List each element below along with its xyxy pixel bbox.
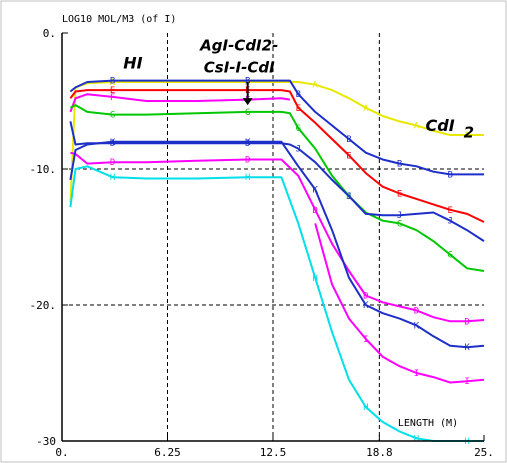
- series-marker-K: K: [464, 343, 470, 353]
- series-marker-F: F: [110, 93, 115, 103]
- series-marker-B: B: [448, 170, 453, 180]
- series-marker-D: D: [363, 291, 368, 301]
- series-marker-E: E: [346, 151, 351, 161]
- x-tick-label: 12.5: [260, 446, 287, 459]
- annotation-label: CsI-I-CdI: [204, 58, 275, 76]
- series-line-B: [69, 79, 484, 176]
- series-line-H: [69, 165, 484, 442]
- series-line-F: [69, 93, 291, 113]
- series-marker-D: D: [110, 158, 115, 168]
- y-tick-label: -10.: [30, 163, 57, 176]
- series-marker-K: K: [312, 185, 318, 195]
- series-marker-J: J: [448, 217, 453, 227]
- series-marker-D: D: [464, 317, 469, 327]
- series-marker-J: J: [296, 145, 301, 155]
- x-axis-title: LENGTH (M): [398, 418, 458, 429]
- annotation-label: HI: [123, 53, 142, 72]
- annotation-arrow-head: [242, 98, 253, 106]
- series-line-J: [69, 121, 485, 242]
- series-marker-A: A: [110, 78, 116, 88]
- series-marker-G: G: [397, 219, 402, 229]
- series-marker-E: E: [397, 189, 402, 199]
- series-line-G: [69, 104, 485, 272]
- series-lines: AAAAAABBBBBBEEEEEEFFGGGGGGJJJJJJDDDDDDHH…: [69, 77, 485, 447]
- series-marker-J: J: [110, 139, 115, 149]
- series-marker-A: A: [414, 121, 420, 131]
- series-marker-A: A: [363, 104, 369, 114]
- series-marker-H: H: [363, 403, 368, 413]
- grid: [62, 33, 484, 441]
- series-marker-D: D: [414, 306, 419, 316]
- series-marker-K: K: [414, 321, 420, 331]
- series-marker-B: B: [346, 135, 351, 145]
- series-marker-B: B: [397, 160, 402, 170]
- series-marker-K: K: [363, 301, 369, 311]
- annotation-label: CdI: [426, 116, 455, 135]
- series-marker-J: J: [397, 211, 402, 221]
- series-marker-H: H: [110, 173, 115, 183]
- series-marker-G: G: [245, 108, 250, 118]
- series-marker-I: I: [464, 377, 469, 387]
- series-marker-J: J: [245, 139, 250, 149]
- series-marker-H: H: [414, 434, 419, 444]
- series-marker-K: K: [110, 138, 116, 148]
- series-marker-A: A: [464, 131, 470, 141]
- series-marker-K: K: [245, 138, 251, 148]
- series-marker-H: H: [245, 173, 250, 183]
- x-tick-label: 0.: [55, 446, 68, 459]
- series-marker-H: H: [464, 437, 469, 447]
- annotation-label: AgI-CdI2-: [199, 37, 278, 55]
- x-tick-label: 25.: [474, 446, 494, 459]
- series-marker-I: I: [363, 335, 368, 345]
- x-tick-label: 18.8: [366, 446, 393, 459]
- series-marker-E: E: [448, 206, 453, 216]
- series-marker-G: G: [110, 111, 115, 121]
- series-marker-B: B: [296, 90, 301, 100]
- series-marker-G: G: [296, 124, 301, 134]
- series-line-E: [69, 89, 485, 223]
- annotation-label: 2: [464, 124, 474, 142]
- series-marker-E: E: [296, 104, 301, 114]
- series-marker-I: I: [414, 369, 419, 379]
- series-marker-E: E: [110, 86, 115, 96]
- x-tick-label: 6.25: [154, 446, 181, 459]
- series-line-K: [69, 140, 485, 349]
- series-line-D: [70, 151, 485, 323]
- series-marker-B: B: [110, 77, 115, 87]
- y-tick-label: -20.: [30, 299, 57, 312]
- series-line-I: [314, 223, 485, 384]
- series-marker-D: D: [245, 155, 250, 165]
- series-marker-A: A: [312, 81, 318, 91]
- series-marker-B: B: [245, 77, 250, 87]
- series-marker-D: D: [312, 206, 317, 216]
- y-tick-label: -30: [36, 435, 56, 448]
- series-marker-H: H: [312, 274, 317, 284]
- series-marker-G: G: [448, 251, 453, 261]
- series-marker-J: J: [346, 192, 351, 202]
- axes: 0. 6.25 12.5 18.8 25. 0. -10. -20. -30: [30, 27, 494, 459]
- y-axis-title: LOG10 MOL/M3 (of I): [62, 14, 176, 25]
- annotations: HI AgI-CdI2- CsI-I-CdI CdI 2: [123, 37, 474, 142]
- series-line-A: [69, 81, 484, 204]
- y-tick-label: 0.: [43, 27, 56, 40]
